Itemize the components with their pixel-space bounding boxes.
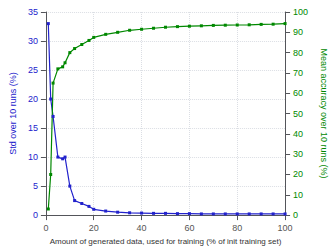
- svg-text:100: 100: [293, 7, 308, 17]
- svg-text:60: 60: [293, 88, 303, 98]
- svg-text:0: 0: [43, 223, 48, 233]
- svg-text:Std over 10 runs (%): Std over 10 runs (%): [8, 72, 18, 155]
- svg-text:40: 40: [293, 129, 303, 139]
- svg-text:Amount of generated data, used: Amount of generated data, used for train…: [50, 237, 282, 246]
- svg-text:Mean accuracy over 10 runs (%): Mean accuracy over 10 runs (%): [319, 49, 329, 179]
- svg-text:90: 90: [293, 27, 303, 37]
- svg-text:5: 5: [33, 181, 38, 191]
- svg-text:0: 0: [33, 210, 38, 220]
- svg-text:80: 80: [232, 223, 242, 233]
- svg-text:35: 35: [28, 7, 38, 17]
- svg-text:10: 10: [293, 190, 303, 200]
- svg-text:15: 15: [28, 123, 38, 133]
- svg-text:25: 25: [28, 65, 38, 75]
- svg-text:30: 30: [28, 36, 38, 46]
- svg-text:60: 60: [184, 223, 194, 233]
- svg-text:50: 50: [293, 109, 303, 119]
- svg-text:80: 80: [293, 48, 303, 58]
- svg-text:30: 30: [293, 149, 303, 159]
- svg-text:40: 40: [137, 223, 147, 233]
- svg-text:100: 100: [278, 223, 293, 233]
- svg-text:20: 20: [28, 94, 38, 104]
- svg-text:70: 70: [293, 68, 303, 78]
- svg-text:10: 10: [28, 152, 38, 162]
- svg-text:0: 0: [293, 210, 298, 220]
- svg-text:20: 20: [89, 223, 99, 233]
- svg-text:20: 20: [293, 169, 303, 179]
